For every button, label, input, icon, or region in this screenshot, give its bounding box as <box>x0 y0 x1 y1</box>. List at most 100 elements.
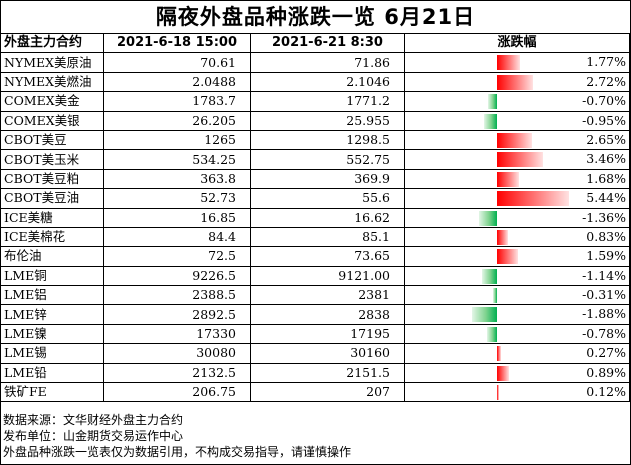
curr-price: 25.955 <box>250 110 405 131</box>
curr-price: 1771.2 <box>250 91 405 112</box>
table-row: CBOT美豆 1265 1298.5 2.65% <box>0 129 630 151</box>
change-cell: 0.12% <box>404 382 630 403</box>
change-label: -0.31% <box>582 287 626 303</box>
change-label: 2.72% <box>586 73 626 89</box>
contract-name: CBOT美玉米 <box>0 149 104 170</box>
change-cell: 1.68% <box>404 168 630 190</box>
contract-name: NYMEX美燃油 <box>0 71 104 93</box>
prev-price: 84.4 <box>103 226 251 248</box>
curr-price: 9121.00 <box>250 265 405 287</box>
header-contract: 外盘主力合约 <box>0 32 104 54</box>
prev-price: 17330 <box>103 323 251 345</box>
change-bar-positive <box>497 346 501 362</box>
header-curr-time: 2021-6-21 8:30 <box>250 32 405 54</box>
curr-price: 1298.5 <box>250 129 405 151</box>
change-cell: 0.83% <box>404 226 630 248</box>
curr-price: 369.9 <box>250 168 405 190</box>
change-cell: -0.78% <box>404 323 630 345</box>
change-bar-positive <box>497 55 521 71</box>
change-label: -0.95% <box>582 112 626 128</box>
change-cell: 0.89% <box>404 362 630 384</box>
change-bar-positive <box>497 385 499 401</box>
table-row: NYMEX美原油 70.61 71.86 1.77% <box>0 52 630 73</box>
table-row: LME镍 17330 17195 -0.78% <box>0 323 630 345</box>
prev-price: 2388.5 <box>103 285 251 306</box>
contract-name: CBOT美豆粕 <box>0 168 104 190</box>
change-bar-negative <box>492 288 497 304</box>
change-cell: 2.72% <box>404 71 630 93</box>
change-bar-negative <box>487 94 497 110</box>
change-bar-positive <box>497 249 519 265</box>
prev-price: 9226.5 <box>103 265 251 287</box>
change-label: 0.83% <box>586 228 626 244</box>
change-cell: -1.88% <box>404 304 630 325</box>
prev-price: 363.8 <box>103 168 251 190</box>
prev-price: 2132.5 <box>103 362 251 384</box>
table-header-row: 外盘主力合约 2021-6-18 15:00 2021-6-21 8:30 涨跌… <box>0 32 630 54</box>
header-change: 涨跌幅 <box>404 32 630 54</box>
table-row: NYMEX美燃油 2.0488 2.1046 2.72% <box>0 71 630 93</box>
prev-price: 2.0488 <box>103 71 251 93</box>
change-cell: -0.70% <box>404 91 630 112</box>
curr-price: 2.1046 <box>250 71 405 93</box>
contract-name: LME镍 <box>0 323 104 345</box>
change-bar-positive <box>497 152 543 168</box>
page-title: 隔夜外盘品种涨跌一览 6月21日 <box>0 0 631 34</box>
contract-name: LME铅 <box>0 362 104 384</box>
table-row: LME锡 30080 30160 0.27% <box>0 343 630 364</box>
change-bar-positive <box>497 229 508 245</box>
change-label: 0.89% <box>586 364 626 380</box>
prev-price: 52.73 <box>103 188 251 209</box>
change-label: -1.88% <box>582 306 626 322</box>
change-label: 0.27% <box>586 345 626 361</box>
prev-price: 206.75 <box>103 382 251 403</box>
contract-name: LME锌 <box>0 304 104 325</box>
change-label: -0.78% <box>582 325 626 341</box>
change-bar-negative <box>484 113 497 129</box>
curr-price: 30160 <box>250 343 405 364</box>
contract-name: 铁矿FE <box>0 382 104 403</box>
change-bar-negative <box>486 326 497 342</box>
change-label: 2.65% <box>586 131 626 147</box>
curr-price: 2381 <box>250 285 405 306</box>
curr-price: 85.1 <box>250 226 405 248</box>
change-bar-positive <box>497 365 509 381</box>
table-row: CBOT美豆粕 363.8 369.9 1.68% <box>0 168 630 190</box>
contract-name: ICE美棉花 <box>0 226 104 248</box>
change-cell: -0.31% <box>404 285 630 306</box>
prev-price: 72.5 <box>103 246 251 267</box>
contract-name: CBOT美豆油 <box>0 188 104 209</box>
change-cell: -0.95% <box>404 110 630 131</box>
prev-price: 16.85 <box>103 207 251 228</box>
contract-name: NYMEX美原油 <box>0 52 104 73</box>
contract-name: LME铜 <box>0 265 104 287</box>
prev-price: 1783.7 <box>103 91 251 112</box>
change-label: 1.59% <box>586 248 626 264</box>
change-label: -1.36% <box>582 209 626 225</box>
table-row: 布伦油 72.5 73.65 1.59% <box>0 246 630 267</box>
change-cell: -1.36% <box>404 207 630 228</box>
change-bar-positive <box>497 74 533 90</box>
change-label: 5.44% <box>586 190 626 206</box>
change-cell: -1.14% <box>404 265 630 287</box>
contract-name: CBOT美豆 <box>0 129 104 151</box>
change-bar-negative <box>481 268 497 284</box>
notes: 数据来源：文华财经外盘主力合约 发布单位：山金期货交易运作中心 外盘品种涨跌一览… <box>3 412 351 460</box>
change-bar-negative <box>479 210 497 226</box>
curr-price: 16.62 <box>250 207 405 228</box>
table-row: LME铅 2132.5 2151.5 0.89% <box>0 362 630 384</box>
curr-price: 2151.5 <box>250 362 405 384</box>
change-label: 1.68% <box>586 170 626 186</box>
note-disclaimer: 外盘品种涨跌一览表仅为数据引用，不构成交易指导，请谨慎操作 <box>3 445 352 459</box>
prev-price: 1265 <box>103 129 251 151</box>
curr-price: 71.86 <box>250 52 405 73</box>
table-row: LME铝 2388.5 2381 -0.31% <box>0 285 630 306</box>
curr-price: 55.6 <box>250 188 405 209</box>
prev-price: 2892.5 <box>103 304 251 325</box>
prev-price: 534.25 <box>103 149 251 170</box>
change-label: -0.70% <box>582 93 626 109</box>
table-row: ICE美糖 16.85 16.62 -1.36% <box>0 207 630 228</box>
table-row: ICE美棉花 84.4 85.1 0.83% <box>0 226 630 248</box>
change-label: 3.46% <box>586 151 626 167</box>
contract-name: ICE美糖 <box>0 207 104 228</box>
